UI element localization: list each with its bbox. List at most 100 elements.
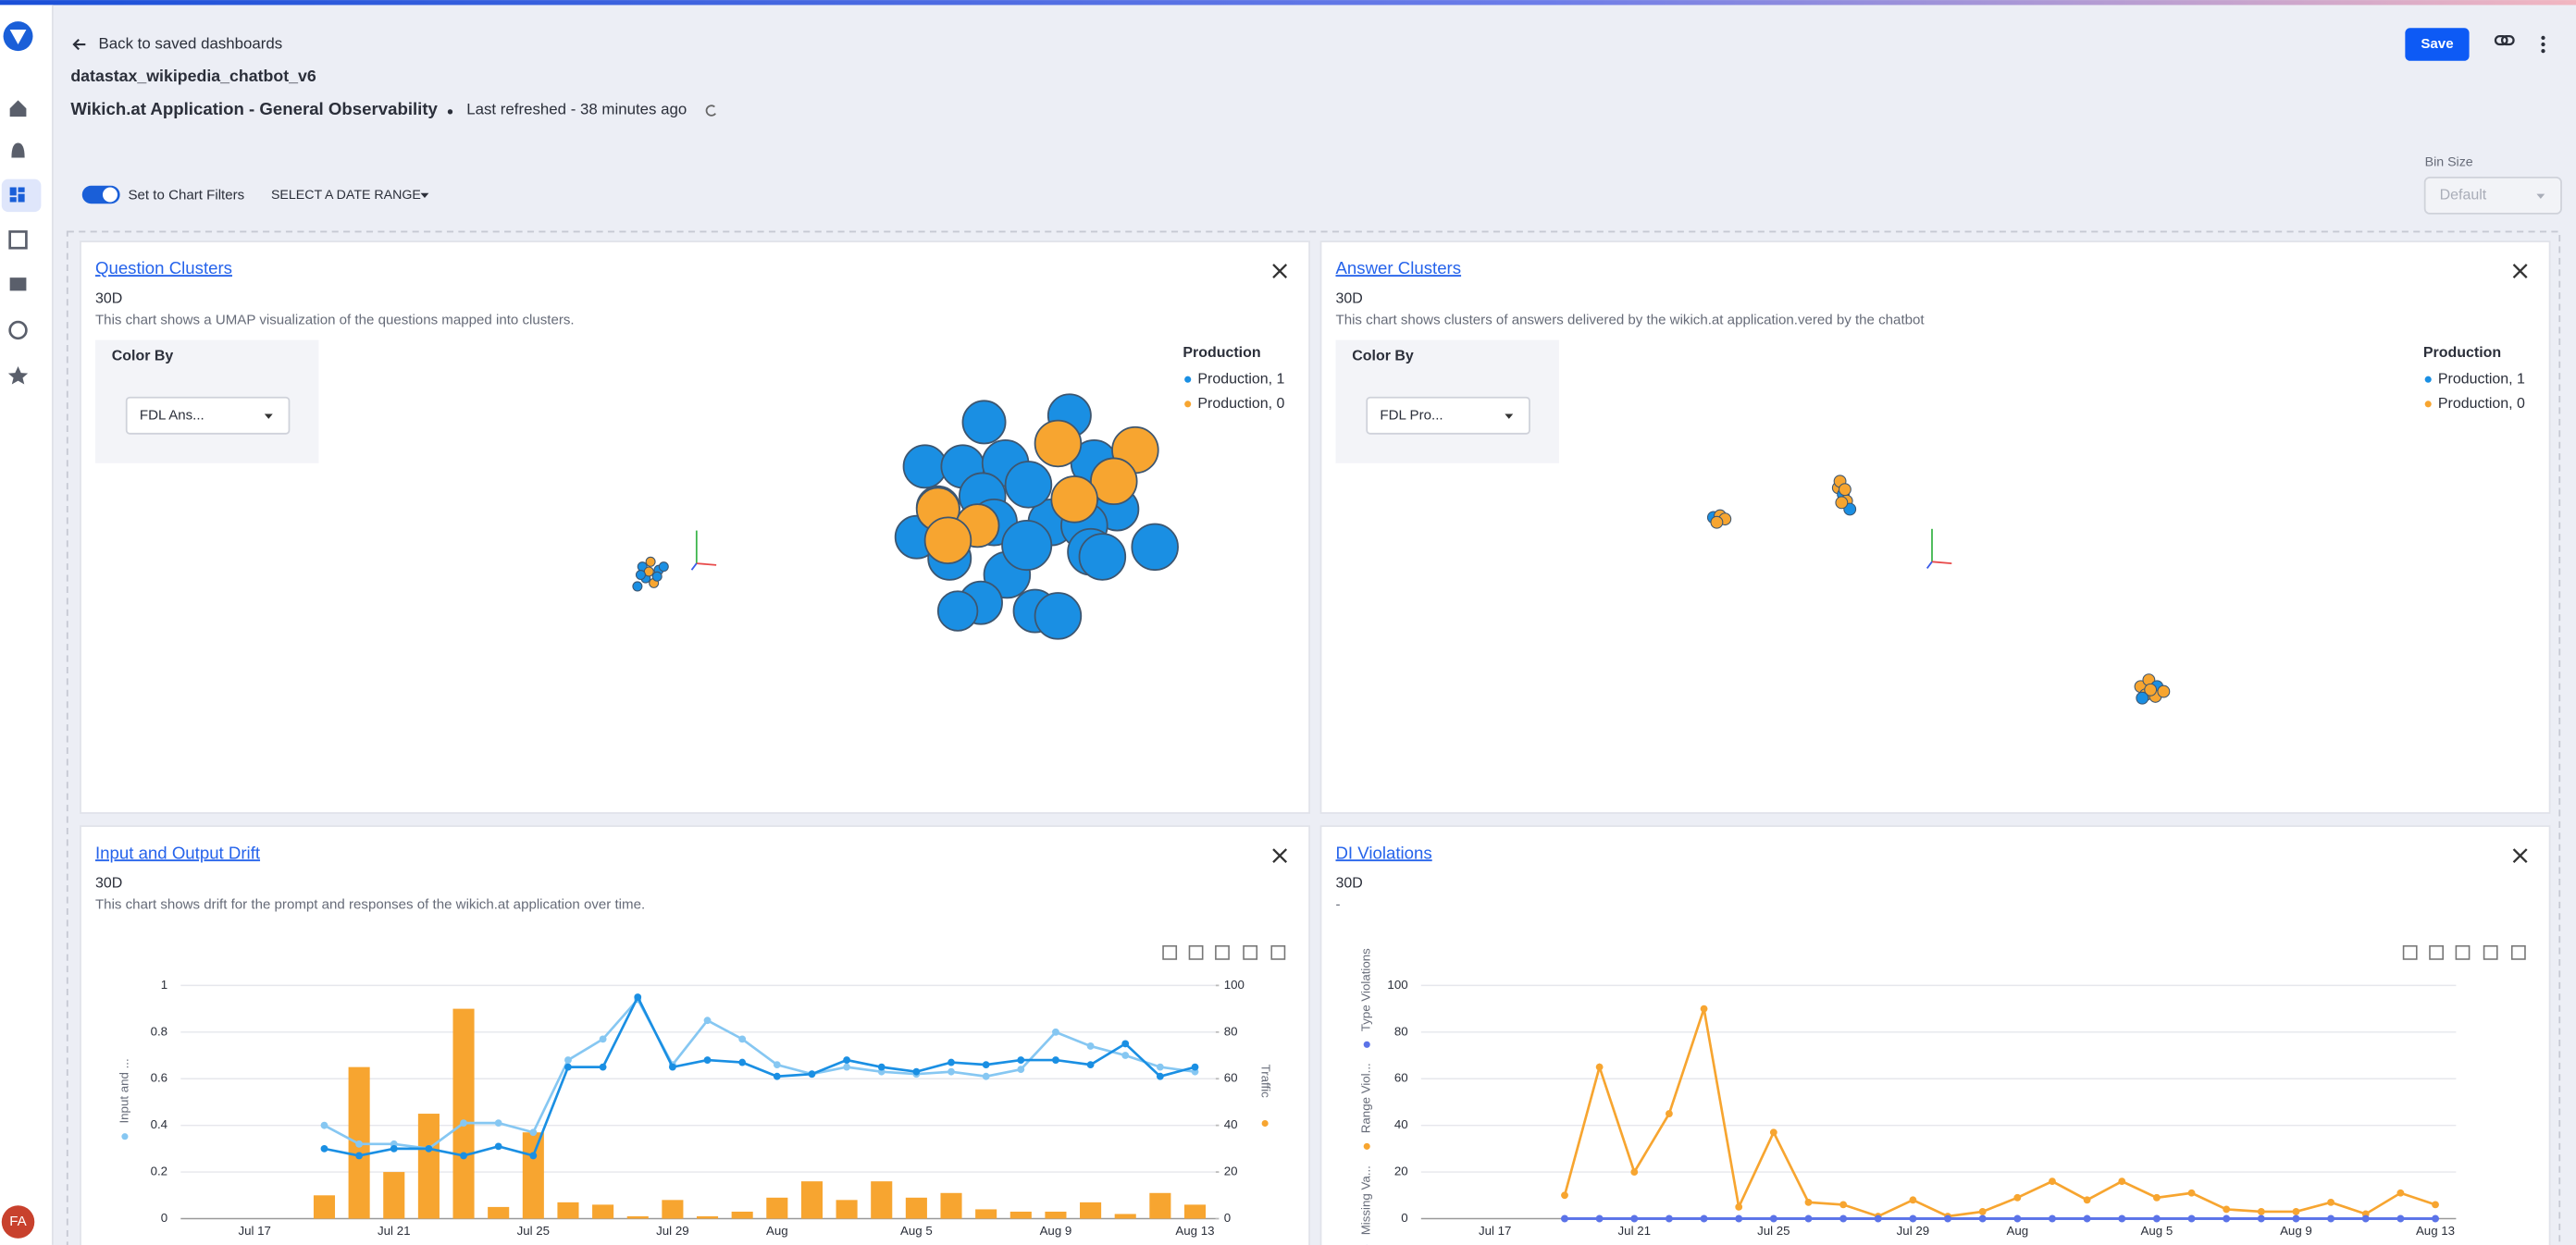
line [1563, 1008, 2436, 1218]
x-tick-label: Jul 21 [1618, 1224, 1651, 1238]
point [703, 1056, 712, 1064]
bar [383, 1172, 405, 1219]
panel-title[interactable]: DI Violations [1335, 843, 1431, 862]
point [1017, 1066, 1025, 1074]
bar [766, 1197, 788, 1219]
nav-dashboards[interactable] [9, 187, 25, 203]
toolbar-button[interactable] [1188, 944, 1204, 960]
legend-label[interactable]: Production, 0 [1197, 396, 1284, 412]
select-caret [1505, 413, 1514, 419]
legend-label[interactable]: Range Viol... [1359, 1063, 1373, 1133]
color-by-select[interactable] [1366, 396, 1530, 435]
cluster-point [1078, 533, 1127, 581]
nav-messages[interactable] [9, 277, 27, 291]
nav-charts[interactable] [8, 230, 28, 250]
point [1630, 1214, 1639, 1223]
toolbar-button[interactable] [1243, 944, 1258, 960]
toolbar-button[interactable] [2455, 944, 2471, 960]
bar [1114, 1214, 1136, 1219]
more-menu[interactable] [2541, 35, 2545, 54]
point [2292, 1208, 2300, 1215]
point [947, 1058, 955, 1066]
legend-label[interactable]: Type Violations [1359, 948, 1373, 1031]
bin-size-select[interactable] [2423, 176, 2562, 215]
nav-alerts[interactable] [11, 142, 25, 158]
toolbar-button[interactable] [2483, 944, 2498, 960]
cluster-point [1001, 520, 1053, 572]
x-tick-label: Jul 25 [517, 1224, 550, 1238]
legend-title: Production [2423, 345, 2501, 361]
point [2432, 1214, 2439, 1223]
panel-title[interactable]: Input and Output Drift [95, 843, 261, 862]
panel-title[interactable]: Answer Clusters [1335, 258, 1461, 277]
logo-mark [9, 30, 27, 45]
point [738, 1035, 747, 1043]
cluster-point [651, 571, 663, 582]
point [599, 1063, 607, 1071]
point [2187, 1189, 2196, 1197]
refresh-icon[interactable] [705, 105, 716, 117]
point [982, 1072, 990, 1080]
toolbar-button[interactable] [1270, 944, 1286, 960]
point [1561, 1214, 1568, 1223]
point [1804, 1214, 1813, 1223]
date-caret [420, 192, 429, 199]
point [634, 993, 642, 1001]
toolbar-button[interactable] [2429, 944, 2444, 960]
link-icon[interactable] [2494, 34, 2515, 46]
legend-marker [2424, 376, 2432, 383]
toolbar-button[interactable] [1215, 944, 1230, 960]
legend-label[interactable]: Missing Va... [1359, 1165, 1373, 1235]
y-tick-label: 1 [161, 978, 167, 992]
legend-marker [1363, 1041, 1370, 1048]
point [2083, 1196, 2091, 1204]
toolbar-button[interactable] [2510, 944, 2526, 960]
save-button[interactable] [2405, 28, 2470, 61]
color-by-select[interactable] [125, 396, 291, 435]
avatar[interactable] [1, 1205, 35, 1239]
point [355, 1140, 364, 1148]
cluster-point [2157, 684, 2171, 698]
point [1909, 1196, 1917, 1204]
legend-label[interactable]: Production, 1 [2438, 371, 2525, 387]
bar [1183, 1204, 1207, 1219]
y-tick-label: 40 [1394, 1117, 1408, 1131]
bar [488, 1206, 510, 1219]
x-tick-label: Aug 9 [2280, 1224, 2312, 1238]
color-by-value: FDL Pro... [1380, 407, 1443, 423]
point [2432, 1201, 2439, 1209]
color-by-label: Color By [112, 349, 174, 364]
back-arrow[interactable] [72, 38, 86, 51]
legend-marker [2424, 401, 2432, 408]
close-button[interactable] [1272, 848, 1288, 864]
point [843, 1063, 851, 1071]
close-button[interactable] [2512, 264, 2528, 278]
top-bar [0, 0, 2576, 6]
cluster-point [1004, 461, 1053, 509]
date-range[interactable]: SELECT A DATE RANGE [271, 188, 421, 203]
nav-history[interactable] [8, 320, 28, 340]
cluster-point [2136, 691, 2149, 705]
bar [557, 1202, 579, 1219]
legend-label[interactable]: Production, 1 [1197, 371, 1284, 387]
nav-home[interactable] [9, 100, 27, 117]
x-tick-label: Aug 9 [1040, 1224, 1072, 1238]
toolbar-button[interactable] [2402, 944, 2418, 960]
legend-label[interactable]: Production, 0 [2438, 396, 2525, 412]
point [982, 1061, 990, 1069]
nav-favorites[interactable] [7, 366, 29, 385]
point [390, 1144, 398, 1153]
panel [1319, 825, 2551, 1245]
panel-title[interactable]: Question Clusters [95, 258, 232, 277]
x-tick-label: Jul 29 [656, 1224, 688, 1238]
bar [836, 1200, 858, 1219]
bar [313, 1195, 336, 1219]
close-button[interactable] [1272, 264, 1288, 278]
x-tick-label: Aug 13 [2416, 1224, 2455, 1238]
toolbar-button[interactable] [1162, 944, 1178, 960]
point [460, 1152, 467, 1160]
close-button[interactable] [2512, 848, 2528, 864]
cluster-point [902, 444, 947, 489]
back-link[interactable]: Back to saved dashboards [99, 34, 283, 52]
x-tick-label: Aug 5 [900, 1224, 933, 1238]
